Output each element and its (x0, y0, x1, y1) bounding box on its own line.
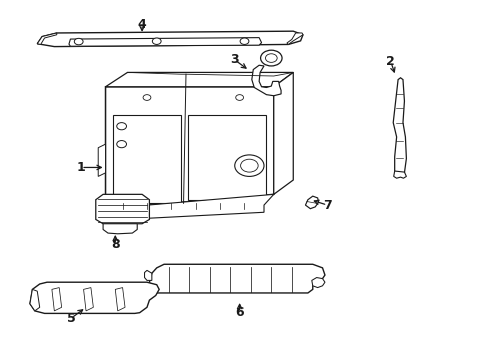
Polygon shape (52, 288, 61, 311)
Text: 4: 4 (138, 18, 146, 31)
Polygon shape (286, 33, 303, 44)
Circle shape (152, 38, 161, 44)
Circle shape (234, 155, 264, 176)
Text: 2: 2 (386, 55, 394, 68)
Polygon shape (311, 278, 325, 288)
Text: 5: 5 (67, 311, 76, 325)
Polygon shape (105, 87, 273, 209)
Polygon shape (105, 72, 293, 87)
Polygon shape (393, 171, 406, 178)
Polygon shape (392, 78, 406, 175)
Polygon shape (69, 38, 261, 46)
Circle shape (235, 95, 243, 100)
Polygon shape (115, 288, 125, 311)
Circle shape (74, 39, 83, 45)
Polygon shape (98, 144, 105, 176)
Text: 6: 6 (235, 306, 244, 319)
Circle shape (117, 140, 126, 148)
Polygon shape (113, 116, 181, 203)
Polygon shape (305, 196, 318, 209)
Polygon shape (96, 194, 149, 224)
Polygon shape (273, 72, 293, 194)
Polygon shape (105, 194, 273, 220)
Circle shape (117, 123, 126, 130)
Polygon shape (188, 116, 266, 200)
Circle shape (240, 159, 258, 172)
Text: 3: 3 (230, 53, 239, 66)
Polygon shape (83, 288, 93, 311)
Text: 7: 7 (323, 199, 331, 212)
Polygon shape (37, 31, 303, 46)
Polygon shape (30, 289, 40, 311)
Polygon shape (144, 270, 152, 280)
Circle shape (265, 54, 277, 62)
Text: 8: 8 (111, 238, 120, 251)
Polygon shape (103, 224, 137, 234)
Polygon shape (30, 282, 159, 314)
Text: 1: 1 (77, 161, 85, 174)
Circle shape (240, 38, 248, 44)
Circle shape (260, 50, 282, 66)
Polygon shape (149, 264, 325, 293)
Circle shape (143, 95, 151, 100)
Polygon shape (251, 65, 281, 96)
Polygon shape (37, 33, 57, 44)
